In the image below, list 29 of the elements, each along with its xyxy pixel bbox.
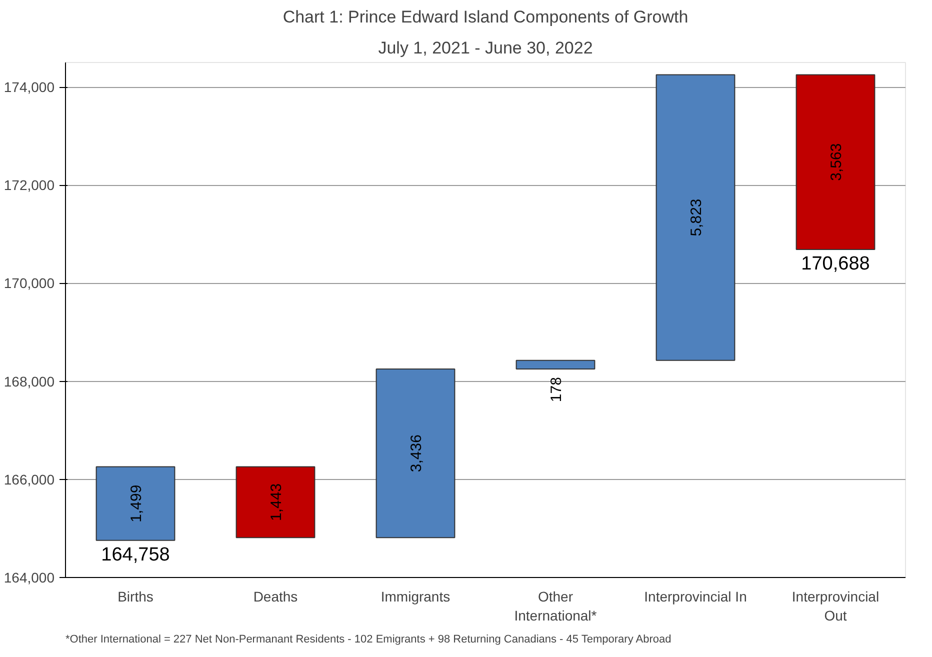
x-tick-label: Immigrants xyxy=(380,588,450,604)
data-label: 1,443 xyxy=(268,483,285,521)
data-label: 3,436 xyxy=(408,434,425,472)
y-tick-label: 174,000 xyxy=(4,79,55,96)
bar xyxy=(796,74,876,250)
data-label: 5,823 xyxy=(688,198,705,236)
bar xyxy=(96,466,176,541)
text: *Other International = 227 Net Non-Permanant Residents - 102 Emigrants + 98 Returning Canadians - 45 Temporary Abroad xyxy=(66,634,672,646)
bar xyxy=(516,360,596,370)
x-tick-label: Interprovincial In xyxy=(644,588,747,604)
x-tick-label: Other International* xyxy=(514,588,598,624)
bar xyxy=(236,466,316,538)
y-tick-label: 172,000 xyxy=(4,177,55,194)
data-label: 3,563 xyxy=(828,143,845,181)
annotation: 164,758 xyxy=(101,544,170,566)
y-tick-label: 168,000 xyxy=(4,373,55,390)
y-tick-label: 170,000 xyxy=(4,275,55,292)
bar xyxy=(656,74,736,361)
annotation: 170,688 xyxy=(801,253,870,274)
x-tick-label: Deaths xyxy=(253,588,298,604)
y-tick-label: 164,000 xyxy=(4,570,55,586)
data-label: 178 xyxy=(548,377,565,402)
chart-title: Chart 1: Prince Edward Island Components of Growth xyxy=(282,8,688,26)
x-tick-label: Interprovincial Out xyxy=(792,588,880,624)
chart-subtitle: July 1, 2021 - June 30, 2022 xyxy=(378,38,593,58)
x-tick-label: Births xyxy=(118,588,154,604)
y-tick-label: 166,000 xyxy=(4,471,55,488)
data-label: 1,499 xyxy=(128,484,145,522)
bar xyxy=(376,368,456,538)
